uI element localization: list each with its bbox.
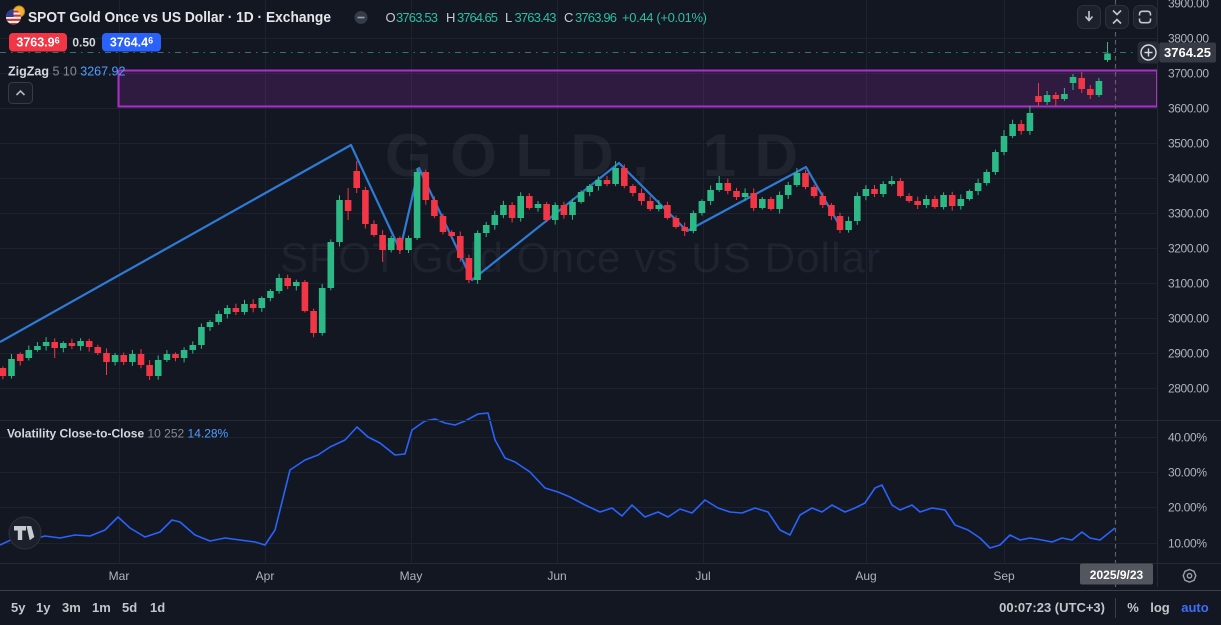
svg-text:ZigZag 5 10 3267.92: ZigZag 5 10 3267.92 (8, 65, 126, 79)
svg-text:2800.00: 2800.00 (1168, 382, 1209, 396)
svg-text:3763.96: 3763.96 (16, 36, 59, 50)
svg-text:2025/9/23: 2025/9/23 (1090, 568, 1144, 582)
svg-text:20.00%: 20.00% (1168, 501, 1207, 515)
svg-text:40.00%: 40.00% (1168, 431, 1207, 445)
svg-text:3200.00: 3200.00 (1168, 242, 1209, 256)
svg-text:L: L (505, 10, 512, 25)
svg-text:3400.00: 3400.00 (1168, 172, 1209, 186)
svg-text:3900.00: 3900.00 (1168, 0, 1209, 11)
svg-text:3763.53: 3763.53 (396, 10, 438, 25)
svg-text:3764.65: 3764.65 (457, 10, 498, 25)
svg-text:SPOT Gold Once vs US Dollar ·: SPOT Gold Once vs US Dollar · 1D · Excha… (28, 9, 331, 26)
svg-text:3800.00: 3800.00 (1168, 32, 1209, 46)
svg-text:30.00%: 30.00% (1168, 466, 1207, 480)
svg-text:5d: 5d (122, 600, 137, 615)
svg-text:SPOT Gold Once vs US Dollar: SPOT Gold Once vs US Dollar (280, 234, 880, 281)
svg-text:log: log (1150, 600, 1170, 615)
svg-text:Mar: Mar (109, 569, 130, 583)
svg-text:Jun: Jun (547, 569, 566, 583)
svg-text:May: May (400, 569, 423, 583)
svg-text:1y: 1y (36, 600, 51, 615)
svg-text:Apr: Apr (256, 569, 275, 583)
svg-text:H: H (446, 10, 455, 25)
svg-text:3764.25: 3764.25 (1164, 45, 1211, 60)
svg-text:1m: 1m (92, 600, 111, 615)
svg-text:Sep: Sep (993, 569, 1015, 583)
svg-text:3m: 3m (62, 600, 81, 615)
svg-text:3700.00: 3700.00 (1168, 67, 1209, 81)
svg-text:2900.00: 2900.00 (1168, 347, 1209, 361)
svg-text:Aug: Aug (855, 569, 876, 583)
svg-text:5y: 5y (11, 600, 26, 615)
svg-text:3764.46: 3764.46 (110, 36, 153, 50)
svg-text:+0.44 (+0.01%): +0.44 (+0.01%) (622, 10, 707, 25)
svg-text:0.50: 0.50 (72, 36, 96, 50)
svg-text:3000.00: 3000.00 (1168, 312, 1209, 326)
svg-text:1d: 1d (150, 600, 165, 615)
svg-text:Jul: Jul (695, 569, 710, 583)
svg-text:auto: auto (1181, 600, 1209, 615)
svg-text:GOLD, 1D: GOLD, 1D (385, 122, 798, 189)
svg-text:Volatility Close-to-Close 10 2: Volatility Close-to-Close 10 252 14.28% (7, 427, 229, 441)
svg-text:3300.00: 3300.00 (1168, 207, 1209, 221)
svg-text:%: % (1127, 600, 1139, 615)
svg-text:3600.00: 3600.00 (1168, 102, 1209, 116)
svg-text:3100.00: 3100.00 (1168, 277, 1209, 291)
svg-text:3763.43: 3763.43 (515, 10, 557, 25)
svg-text:O: O (386, 10, 396, 25)
svg-text:3763.96: 3763.96 (575, 10, 617, 25)
svg-text:C: C (564, 10, 573, 25)
svg-text:3500.00: 3500.00 (1168, 137, 1209, 151)
svg-text:00:07:23 (UTC+3): 00:07:23 (UTC+3) (999, 600, 1105, 615)
svg-text:10.00%: 10.00% (1168, 537, 1207, 551)
